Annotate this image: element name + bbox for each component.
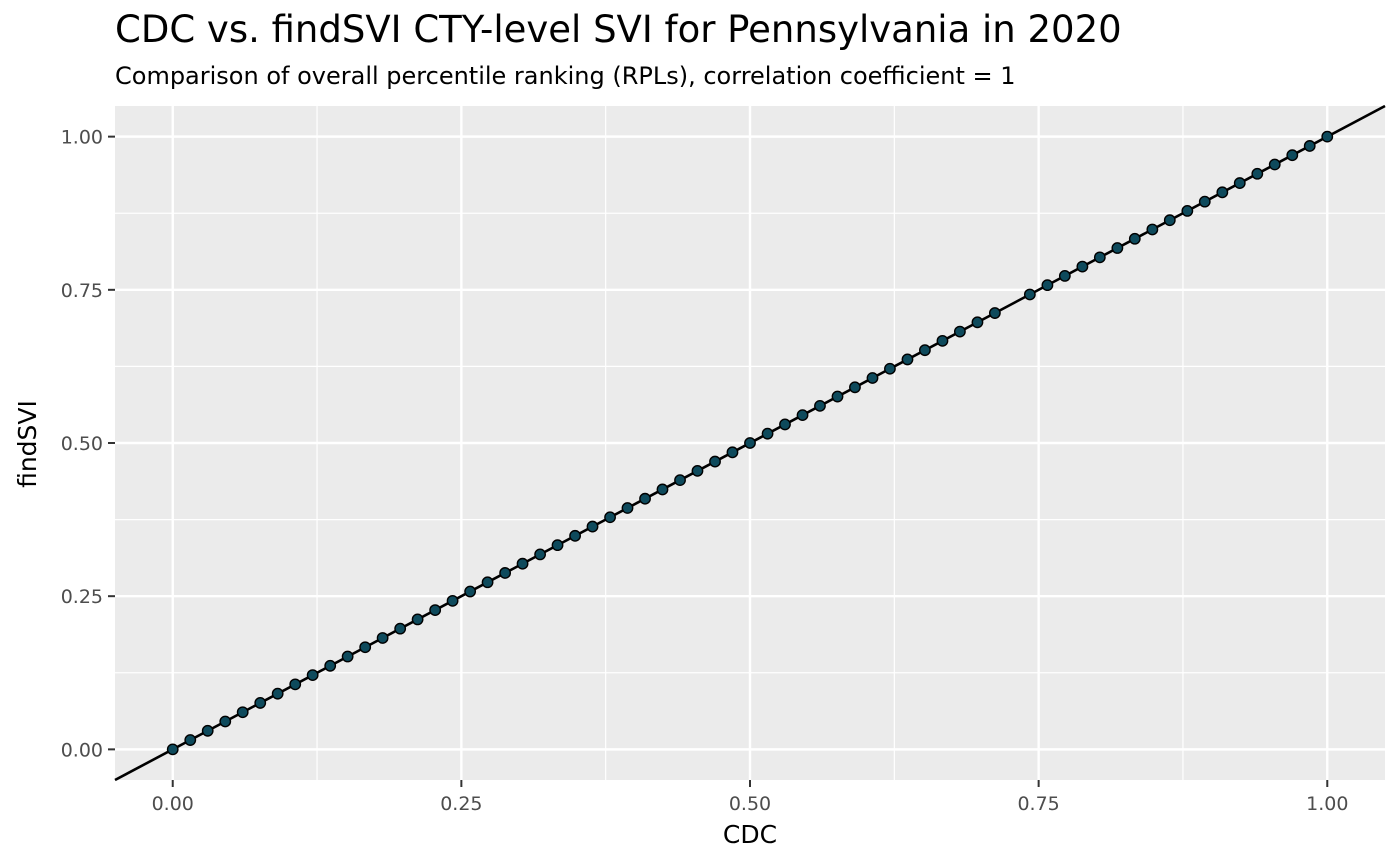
data-point — [411, 613, 424, 626]
y-tick-label: 0.25 — [61, 586, 103, 608]
data-point — [219, 715, 232, 728]
data-point — [464, 585, 477, 598]
x-tick-label: 0.75 — [1017, 793, 1059, 815]
y-tick-label: 0.50 — [61, 433, 103, 455]
data-point — [744, 437, 756, 449]
data-point — [1146, 223, 1159, 236]
data-point — [236, 706, 249, 719]
data-point — [849, 381, 861, 394]
x-axis: 0.00 0.25 0.50 0.75 1.00 — [152, 780, 1348, 815]
data-point — [691, 464, 704, 477]
data-point — [499, 567, 512, 579]
data-point — [359, 641, 372, 654]
data-point — [516, 557, 529, 570]
data-point — [919, 344, 931, 357]
data-point — [1321, 130, 1334, 143]
data-point — [481, 576, 494, 589]
data-point — [1251, 167, 1264, 180]
data-point — [971, 316, 984, 329]
data-point — [814, 399, 826, 412]
data-point — [446, 594, 459, 607]
data-point — [1128, 232, 1141, 245]
data-point — [1023, 288, 1036, 301]
data-point — [884, 362, 896, 375]
data-point — [1216, 186, 1229, 199]
data-point — [831, 390, 844, 403]
data-point — [324, 659, 337, 672]
data-point — [1163, 214, 1176, 227]
data-point — [1041, 279, 1054, 292]
x-tick-label: 0.50 — [729, 793, 771, 815]
y-tick-label: 0.00 — [61, 739, 103, 761]
data-point — [586, 520, 599, 533]
data-point — [709, 455, 721, 468]
data-point — [1093, 251, 1106, 264]
data-point — [569, 529, 581, 542]
x-axis-label: CDC — [723, 820, 777, 849]
data-point — [1233, 177, 1246, 189]
data-point — [936, 334, 949, 347]
data-point — [1198, 195, 1211, 208]
data-points — [166, 130, 1334, 756]
chart-title: CDC vs. findSVI CTY-level SVI for Pennsy… — [115, 8, 1122, 51]
x-tick-label: 1.00 — [1306, 793, 1348, 815]
chart-subtitle: Comparison of overall percentile ranking… — [115, 62, 1016, 90]
data-point — [341, 650, 354, 663]
data-point — [796, 409, 809, 422]
data-point — [1268, 158, 1281, 171]
data-point — [1111, 242, 1124, 254]
data-point — [656, 483, 669, 496]
y-axis: 0.00 0.25 0.50 0.75 1.00 — [61, 127, 115, 761]
data-point — [604, 511, 616, 524]
data-point — [621, 502, 634, 514]
data-point — [988, 307, 1001, 319]
y-tick-label: 1.00 — [61, 127, 103, 149]
data-point — [726, 446, 739, 459]
data-point — [551, 539, 564, 552]
data-point — [761, 427, 774, 440]
data-point — [166, 743, 179, 756]
data-point — [184, 734, 197, 746]
data-point — [289, 678, 302, 691]
data-point — [1286, 149, 1299, 162]
data-point — [674, 474, 686, 487]
data-point — [271, 687, 284, 700]
data-point — [779, 418, 791, 431]
data-point — [901, 353, 914, 366]
data-point — [201, 724, 214, 737]
data-point — [429, 604, 442, 616]
data-point — [953, 325, 966, 338]
data-point — [394, 622, 407, 635]
data-point — [376, 632, 389, 644]
data-point — [866, 372, 879, 384]
data-point — [306, 669, 319, 682]
data-point — [639, 492, 651, 505]
data-point — [534, 548, 547, 561]
y-tick-label: 0.75 — [61, 280, 103, 302]
x-tick-label: 0.00 — [152, 793, 194, 815]
data-point — [1181, 204, 1194, 217]
data-point — [1303, 140, 1316, 152]
y-axis-label: findSVI — [13, 400, 42, 488]
data-point — [1058, 270, 1071, 282]
data-point — [1076, 260, 1089, 273]
x-tick-label: 0.25 — [440, 793, 482, 815]
data-point — [254, 697, 267, 709]
